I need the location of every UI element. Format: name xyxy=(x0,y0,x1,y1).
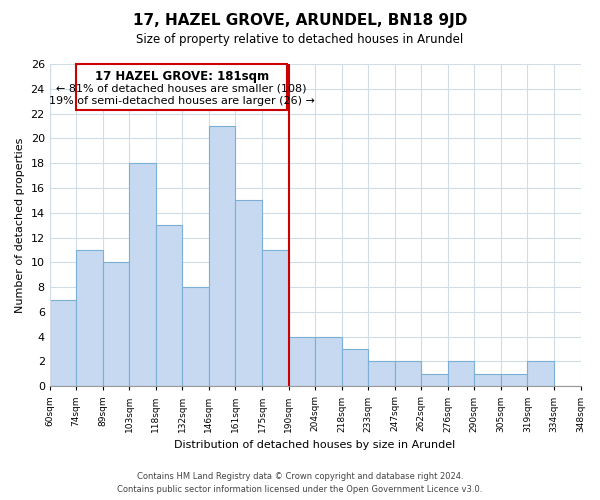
Bar xyxy=(421,374,448,386)
Bar xyxy=(103,262,129,386)
Bar xyxy=(341,349,368,387)
Text: 17 HAZEL GROVE: 181sqm: 17 HAZEL GROVE: 181sqm xyxy=(95,70,269,82)
Y-axis label: Number of detached properties: Number of detached properties xyxy=(15,138,25,313)
Bar xyxy=(527,362,554,386)
Bar xyxy=(395,362,421,386)
Bar xyxy=(368,362,395,386)
Bar xyxy=(315,336,341,386)
Bar xyxy=(235,200,262,386)
Bar xyxy=(76,250,103,386)
Bar xyxy=(289,336,315,386)
Bar xyxy=(209,126,235,386)
Bar xyxy=(475,374,501,386)
Text: 17, HAZEL GROVE, ARUNDEL, BN18 9JD: 17, HAZEL GROVE, ARUNDEL, BN18 9JD xyxy=(133,12,467,28)
Bar xyxy=(156,225,182,386)
Bar xyxy=(50,300,76,386)
Text: Contains HM Land Registry data © Crown copyright and database right 2024.
Contai: Contains HM Land Registry data © Crown c… xyxy=(118,472,482,494)
Bar xyxy=(501,374,527,386)
Text: 19% of semi-detached houses are larger (26) →: 19% of semi-detached houses are larger (… xyxy=(49,96,314,106)
Bar xyxy=(262,250,289,386)
Bar xyxy=(76,64,287,110)
Text: Size of property relative to detached houses in Arundel: Size of property relative to detached ho… xyxy=(136,32,464,46)
Bar xyxy=(448,362,475,386)
Bar xyxy=(129,163,156,386)
X-axis label: Distribution of detached houses by size in Arundel: Distribution of detached houses by size … xyxy=(175,440,456,450)
Bar xyxy=(182,287,209,386)
Text: ← 81% of detached houses are smaller (108): ← 81% of detached houses are smaller (10… xyxy=(56,83,307,93)
